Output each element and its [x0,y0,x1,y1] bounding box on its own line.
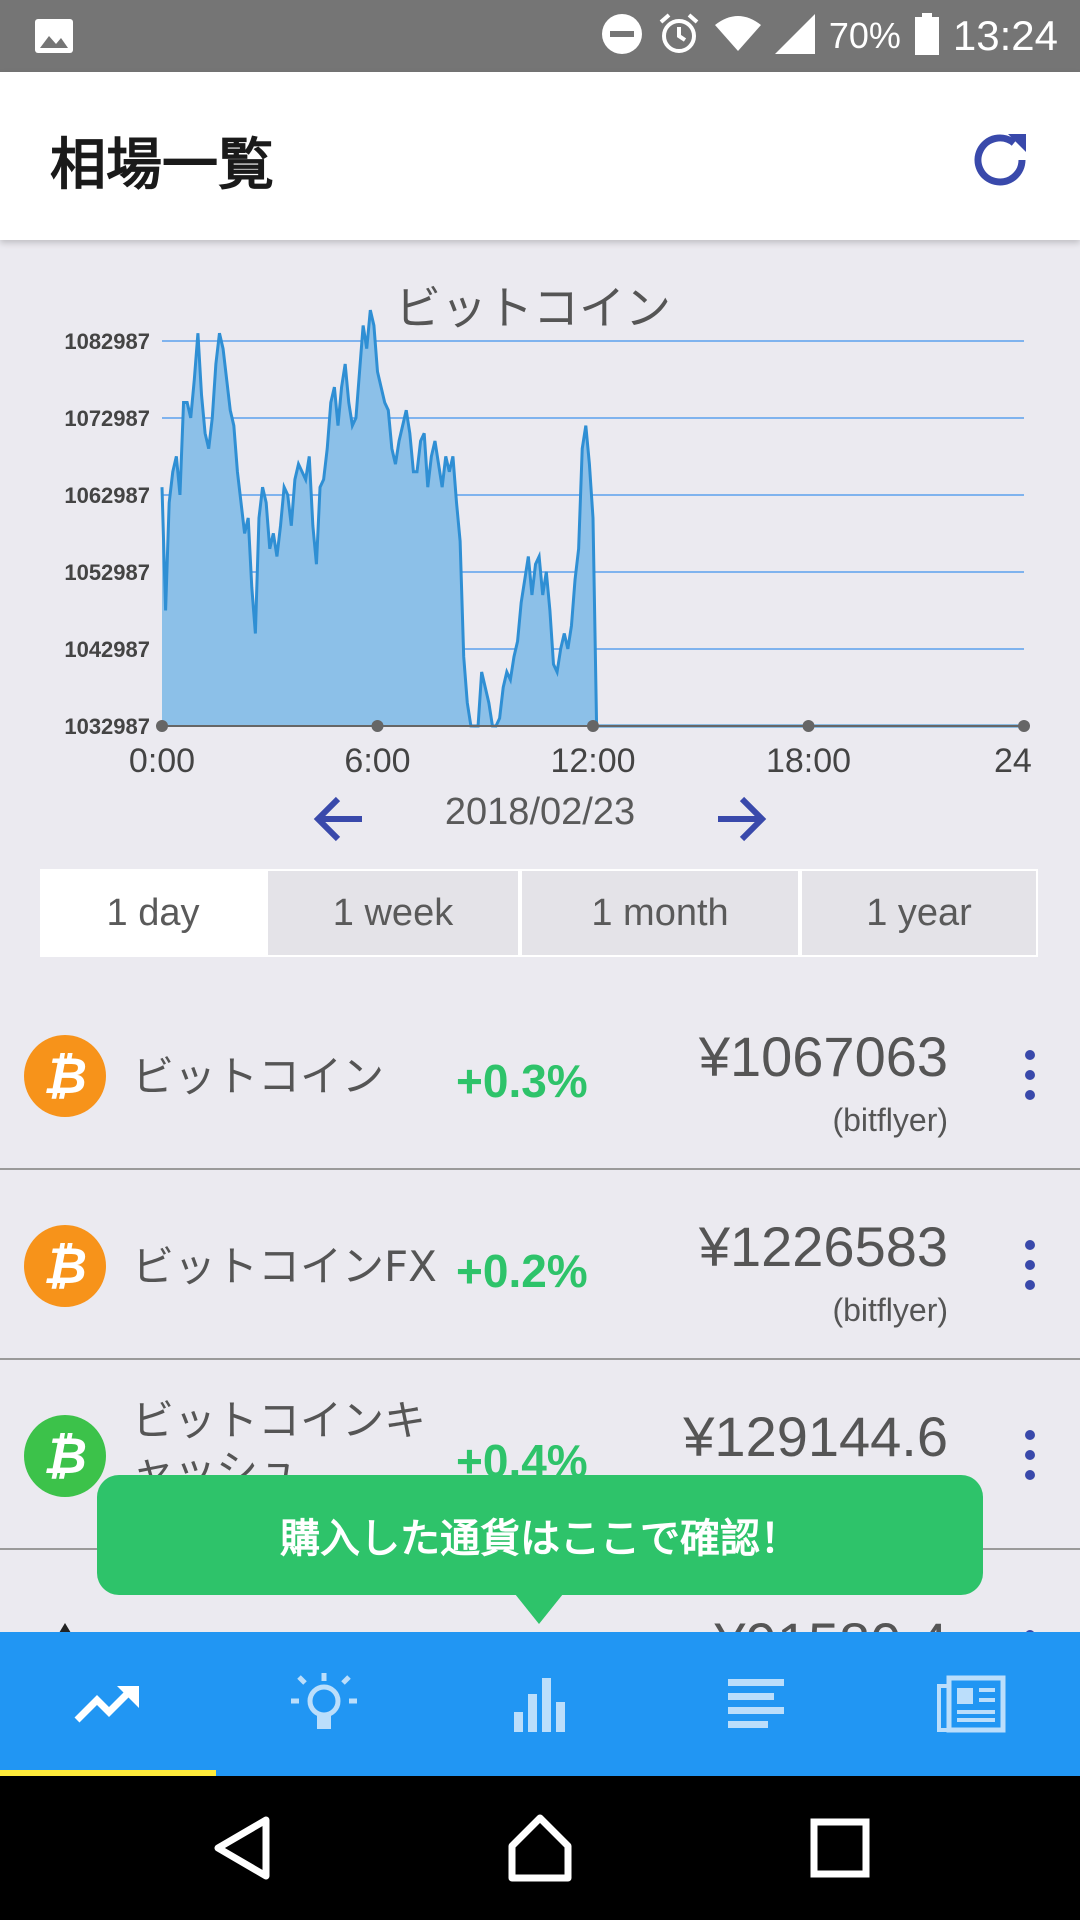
alarm-icon [657,12,701,60]
tab-1-day[interactable]: 1 day [42,871,268,955]
coin-price: ¥129144.6 [683,1405,948,1468]
wifi-icon [714,15,761,57]
bar-chart-icon [514,1678,565,1732]
nav-orders[interactable] [648,1632,864,1776]
y-tick-label: 1082987 [64,329,150,354]
bitcoin-icon: ₿ [24,1225,106,1307]
x-tick-marker [802,720,815,732]
x-tick-label: 12:00 [550,742,635,780]
x-tick-label: 18:00 [766,742,851,780]
refresh-button[interactable] [964,124,1036,196]
battery-icon [914,13,939,59]
arrow-left-icon [313,796,362,842]
x-tick-marker [1018,720,1030,732]
status-bar: 70% 13:24 [0,0,1080,72]
recents-square-icon [810,1818,870,1878]
current-date: 2018/02/23 [444,791,636,833]
x-tick-marker [156,720,168,732]
tooltip-tail [515,1594,563,1624]
arrow-right-icon [718,796,767,842]
y-tick-label: 1072987 [64,406,150,431]
prev-date-button[interactable] [310,789,370,849]
do-not-disturb-icon [601,13,643,59]
y-tick-label: 1062987 [64,483,150,508]
coin-price: ¥1226583 [698,1215,948,1278]
home-button[interactable] [504,1812,576,1884]
trending-up-icon [74,1686,139,1723]
nav-portfolio[interactable] [432,1632,648,1776]
list-item[interactable]: ₿ ビットコインFX +0.2% ¥1226583 (bitflyer) [0,1170,1080,1360]
clock: 13:24 [952,12,1058,59]
list-item[interactable]: ₿ ビットコイン +0.3% ¥1067063 (bitflyer) [0,980,1080,1170]
coin-change: +0.3% [456,1055,588,1107]
coin-list: ₿ ビットコイン +0.3% ¥1067063 (bitflyer) ₿ ビット… [0,980,1080,1740]
recents-button[interactable] [804,1812,876,1884]
refresh-icon [974,134,1026,186]
nav-market[interactable] [0,1632,216,1776]
system-navigation-bar [0,1776,1080,1920]
signal-icon [774,14,815,58]
coin-price: ¥1067063 [698,1025,948,1088]
chart-canvas: 1082987 1072987 1062987 1052987 1042987 10329… [64,309,1032,780]
more-options-button[interactable] [1020,1240,1040,1300]
newspaper-icon [937,1675,1006,1733]
back-button[interactable] [206,1812,278,1884]
page-title: 相場一覧 [50,133,274,198]
y-tick-label: 1032987 [64,714,150,739]
coin-name: ビットコイン [132,1052,385,1101]
coin-exchange: (bitflyer) [832,1292,948,1328]
x-tick-marker [587,720,599,732]
x-tick-label: 0:00 [129,742,195,780]
x-tick-label: 24 [994,742,1032,780]
back-triangle-icon [214,1816,270,1880]
coin-exchange: (bitflyer) [832,1102,948,1138]
date-navigator: 2018/02/23 [0,775,1080,861]
more-options-button[interactable] [1020,1050,1040,1110]
lightbulb-icon [291,1673,357,1729]
next-date-button[interactable] [710,789,770,849]
y-tick-label: 1042987 [64,637,150,662]
coin-name: ビットコインFX [132,1242,437,1291]
x-tick-label: 6:00 [344,742,410,780]
series-line [160,309,1024,728]
list-icon [728,1679,784,1728]
tab-1-year[interactable]: 1 year [866,891,972,934]
home-icon [508,1814,572,1882]
battery-percent: 70% [828,15,901,56]
chart-title: ビットコイン [395,281,671,335]
y-tick-label: 1052987 [64,560,150,585]
app-bar: 相場一覧 [0,72,1080,240]
tab-1-week[interactable]: 1 week [268,871,522,955]
nav-tips[interactable] [216,1632,432,1776]
onboarding-tooltip[interactable]: 購入した通貨はここで確認！ [97,1475,983,1595]
more-options-button[interactable] [1020,1430,1040,1490]
x-tick-marker [371,720,384,732]
tab-1-month[interactable]: 1 month [522,871,802,955]
range-tabs: 1 day 1 week 1 month 1 year [40,869,1038,957]
bitcoin-icon: ₿ [24,1035,106,1117]
coin-change: +0.2% [456,1245,588,1297]
series-area [162,310,647,726]
bitcoin-cash-icon: ₿ [24,1415,106,1497]
nav-news[interactable] [864,1632,1080,1776]
image-notification-icon [34,18,74,58]
bottom-navigation [0,1632,1080,1776]
price-chart[interactable]: ビットコイン 1082987 1072987 1062987 1052987 10429… [0,240,1080,800]
